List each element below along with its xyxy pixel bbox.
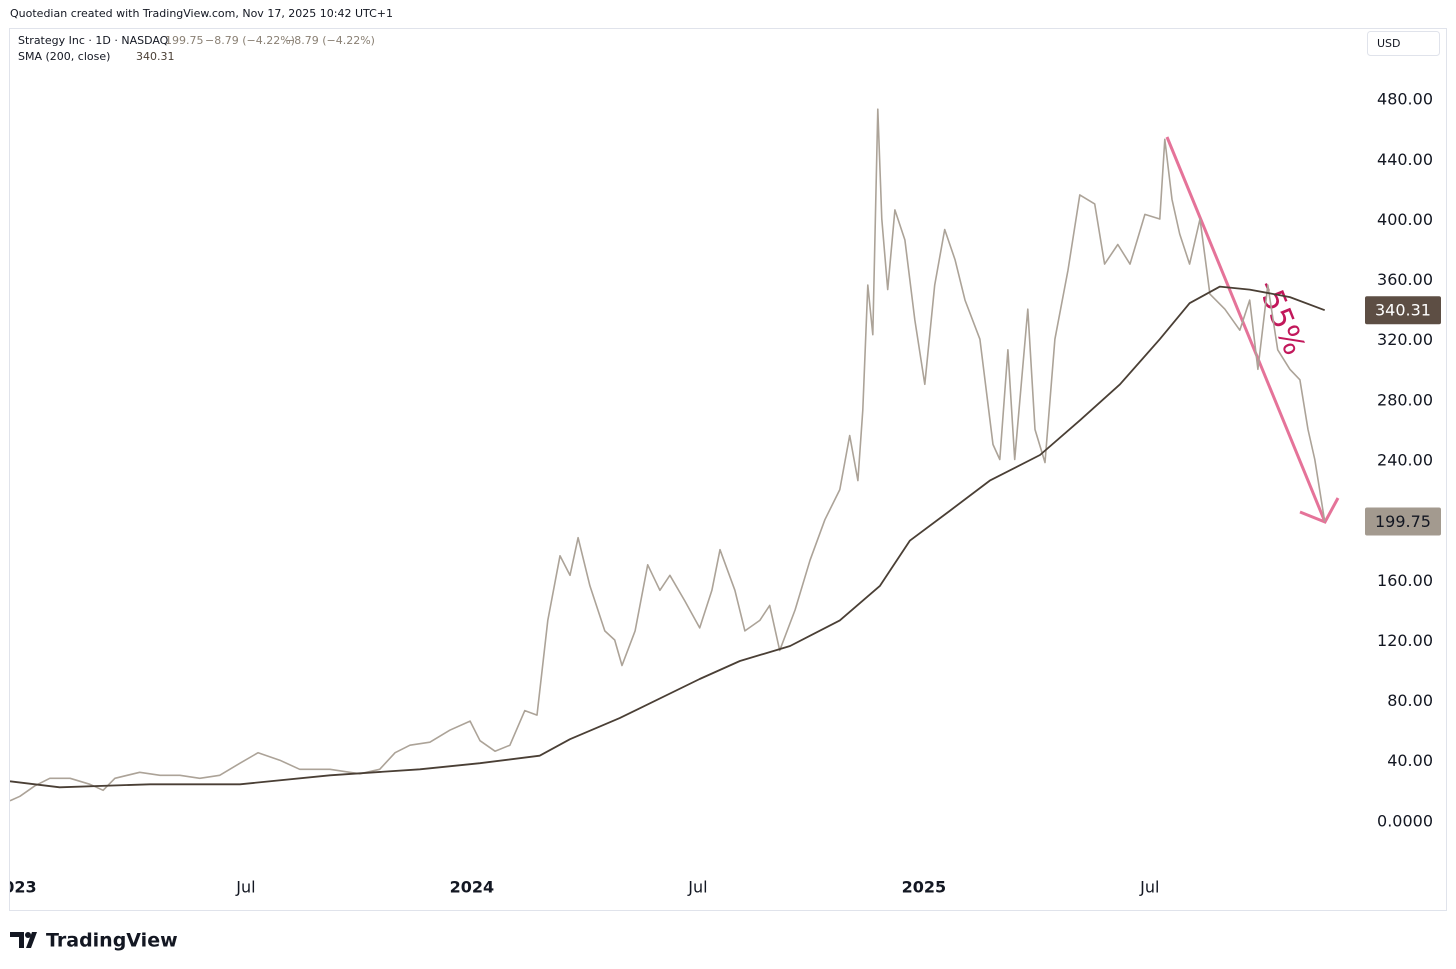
last-value-badge: [1365, 507, 1441, 536]
y-tick-label: 360.00: [1377, 270, 1433, 289]
y-tick-label: 80.00: [1387, 691, 1433, 710]
x-tick-label: 023: [3, 878, 36, 897]
legend-change: −8.79 (−4.22%): [205, 34, 295, 47]
y-tick-label: 0.0000: [1377, 811, 1433, 830]
currency-box: [1367, 31, 1440, 56]
arrow-line: [1165, 136, 1327, 523]
chart-frame: [9, 28, 1447, 911]
last-value-label: 199.75: [1375, 512, 1431, 531]
y-tick-label: 280.00: [1377, 390, 1433, 409]
y-tick-label: 320.00: [1377, 330, 1433, 349]
y-tick-label: 240.00: [1377, 451, 1433, 470]
y-tick-label: 40.00: [1387, 751, 1433, 770]
plot: [10, 108, 1326, 802]
arrow-head: [1299, 497, 1340, 524]
y-tick-label: 120.00: [1377, 631, 1433, 650]
y-tick-label: 480.00: [1377, 90, 1433, 109]
x-tick-label: 2024: [450, 878, 495, 897]
x-axis: 023 Jul 2024 Jul 2025 Jul: [3, 870, 1159, 897]
x-tick-label: Jul: [235, 878, 255, 897]
legend-price: 199.75: [165, 34, 204, 47]
last-value-badge: [1365, 296, 1441, 325]
y-tick-label: 160.00: [1377, 571, 1433, 590]
header: Quotedian created with TradingView.com, …: [10, 7, 393, 20]
y-tick-label: 440.00: [1377, 150, 1433, 169]
legend-indicator: SMA (200, close): [18, 50, 110, 63]
y-tick-label: 400.00: [1377, 210, 1433, 229]
trend-arrow: [1165, 136, 1340, 524]
legend-indicator-value: 340.31: [136, 50, 175, 63]
x-tick-label: Jul: [1139, 878, 1159, 897]
footer: TradingView: [46, 930, 178, 952]
series-line: [10, 285, 1326, 789]
logo-dot: [25, 932, 31, 938]
annotation: -55%: [1250, 275, 1311, 360]
legend-change: −8.79 (−4.22%): [285, 34, 375, 47]
legend-symbol: Strategy Inc · 1D · NASDAQ: [18, 34, 169, 47]
footer-logo: [10, 932, 37, 948]
x-tick-label: Jul: [687, 878, 707, 897]
last-value-label: 340.31: [1375, 301, 1431, 320]
currency: USD: [1377, 37, 1401, 50]
x-tick-label: 2025: [902, 878, 947, 897]
series-line: [10, 108, 1326, 802]
logo-icon: [10, 932, 37, 948]
